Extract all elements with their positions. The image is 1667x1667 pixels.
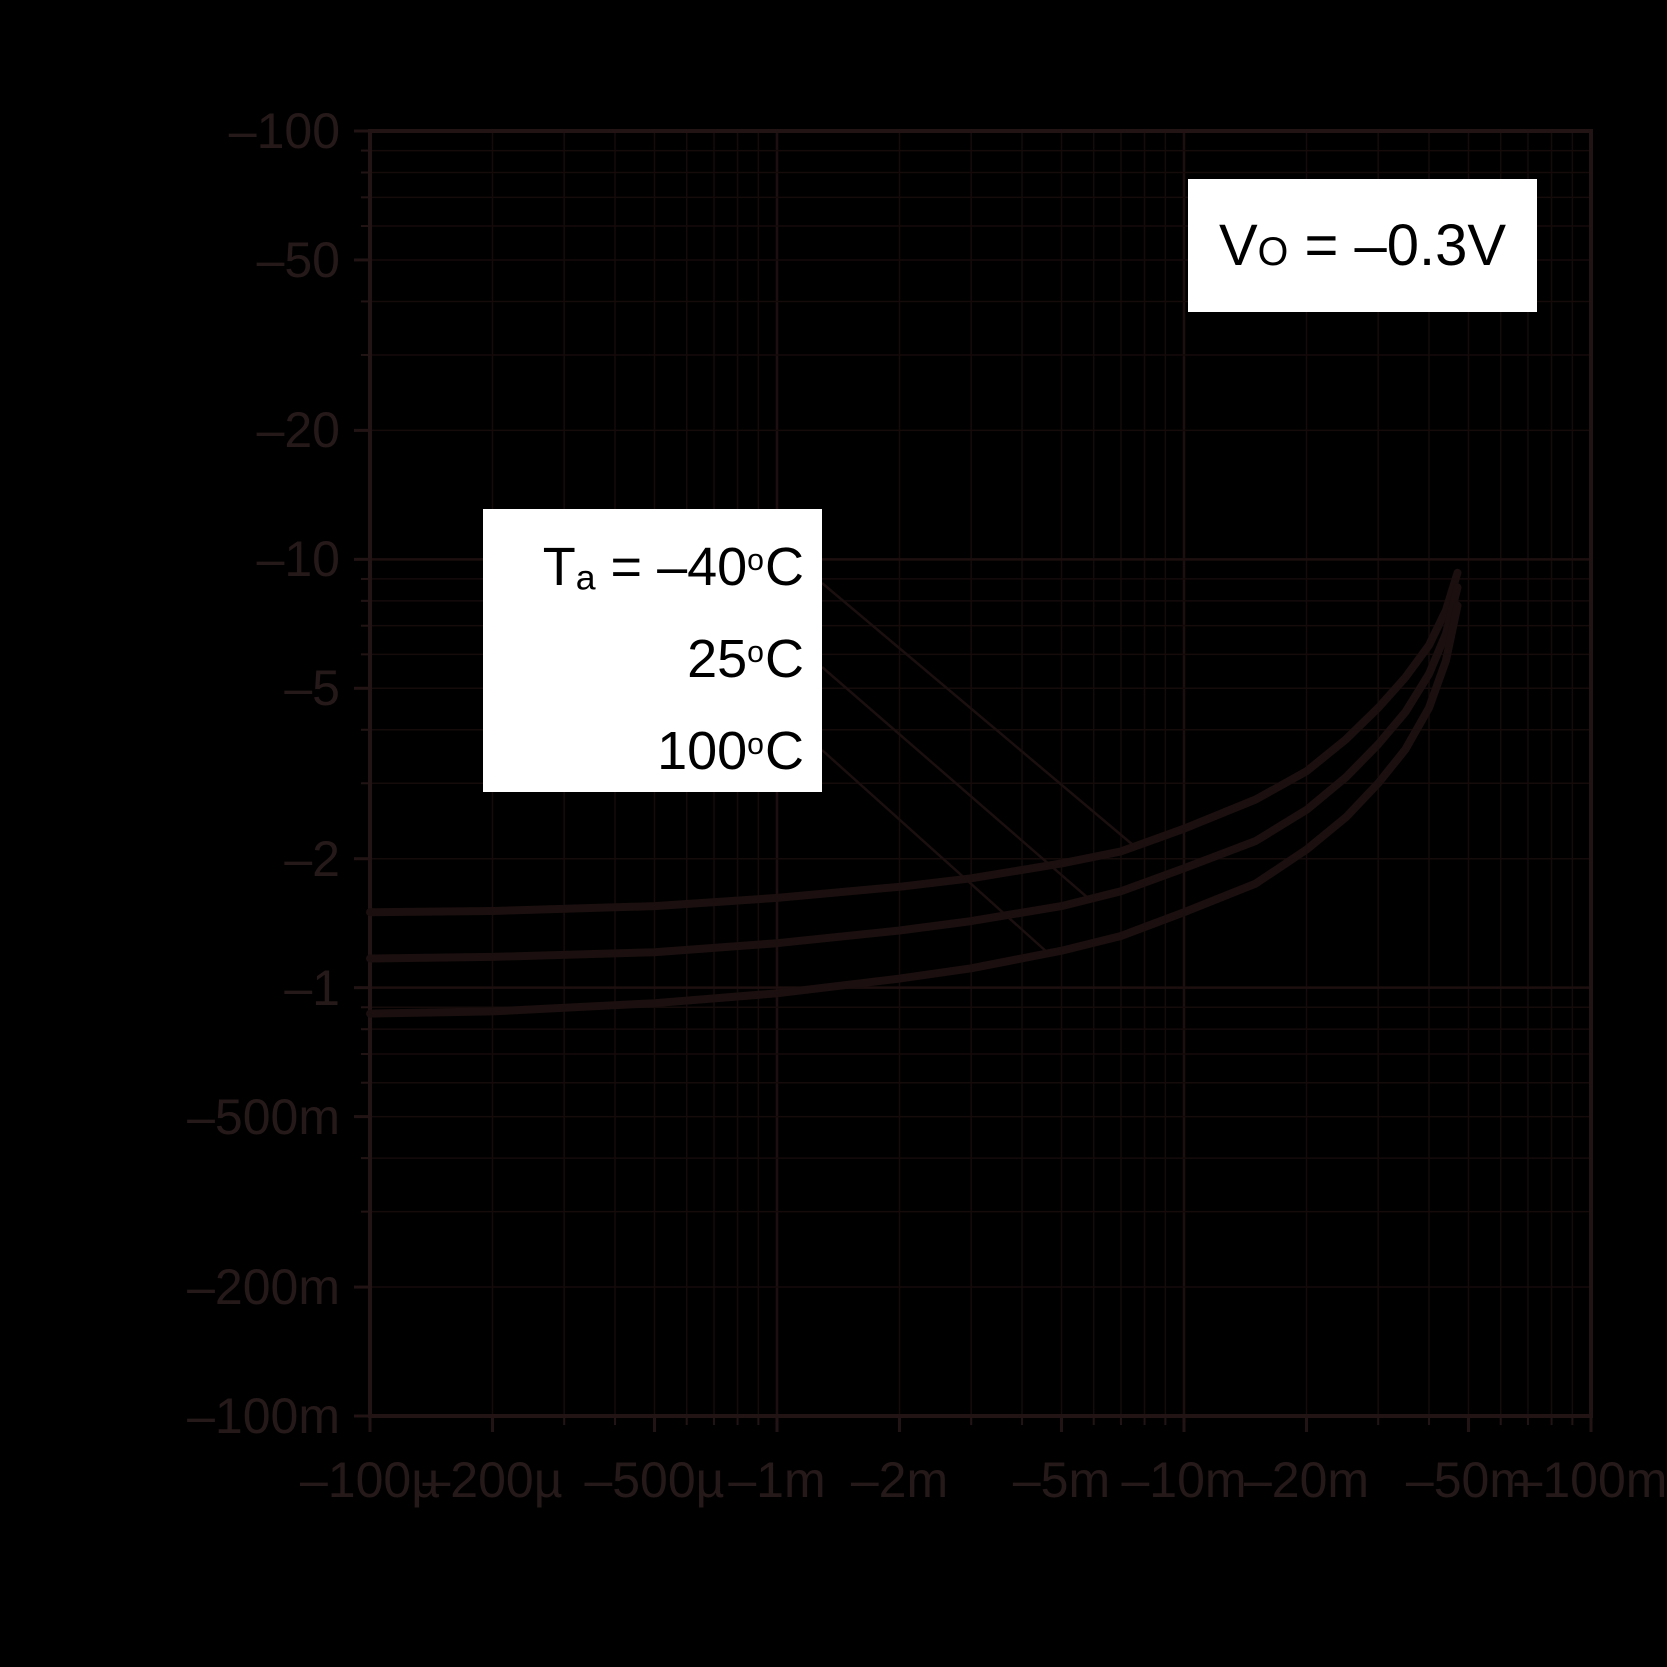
plot-frame <box>368 129 1593 1418</box>
legend-temperature-box: Ta = –40oC 25oC 100oC <box>483 509 822 792</box>
series-curve <box>366 583 1462 963</box>
vo-text: VO = –0.3V <box>1218 213 1507 278</box>
ta-symbol: Ta = <box>542 537 658 598</box>
legend-row-100: 100oC <box>657 721 804 782</box>
annotation-vo-box: VO = –0.3V <box>1188 179 1537 312</box>
legend-leader-line <box>821 749 1049 954</box>
legend-leader-line <box>821 666 1089 899</box>
series-curve <box>366 601 1462 1018</box>
legend-leader-line <box>821 582 1134 846</box>
legend-row-minus40: Ta = –40oC <box>542 537 804 598</box>
legend-row-25: 25oC <box>687 629 804 690</box>
series-curve <box>366 568 1462 917</box>
